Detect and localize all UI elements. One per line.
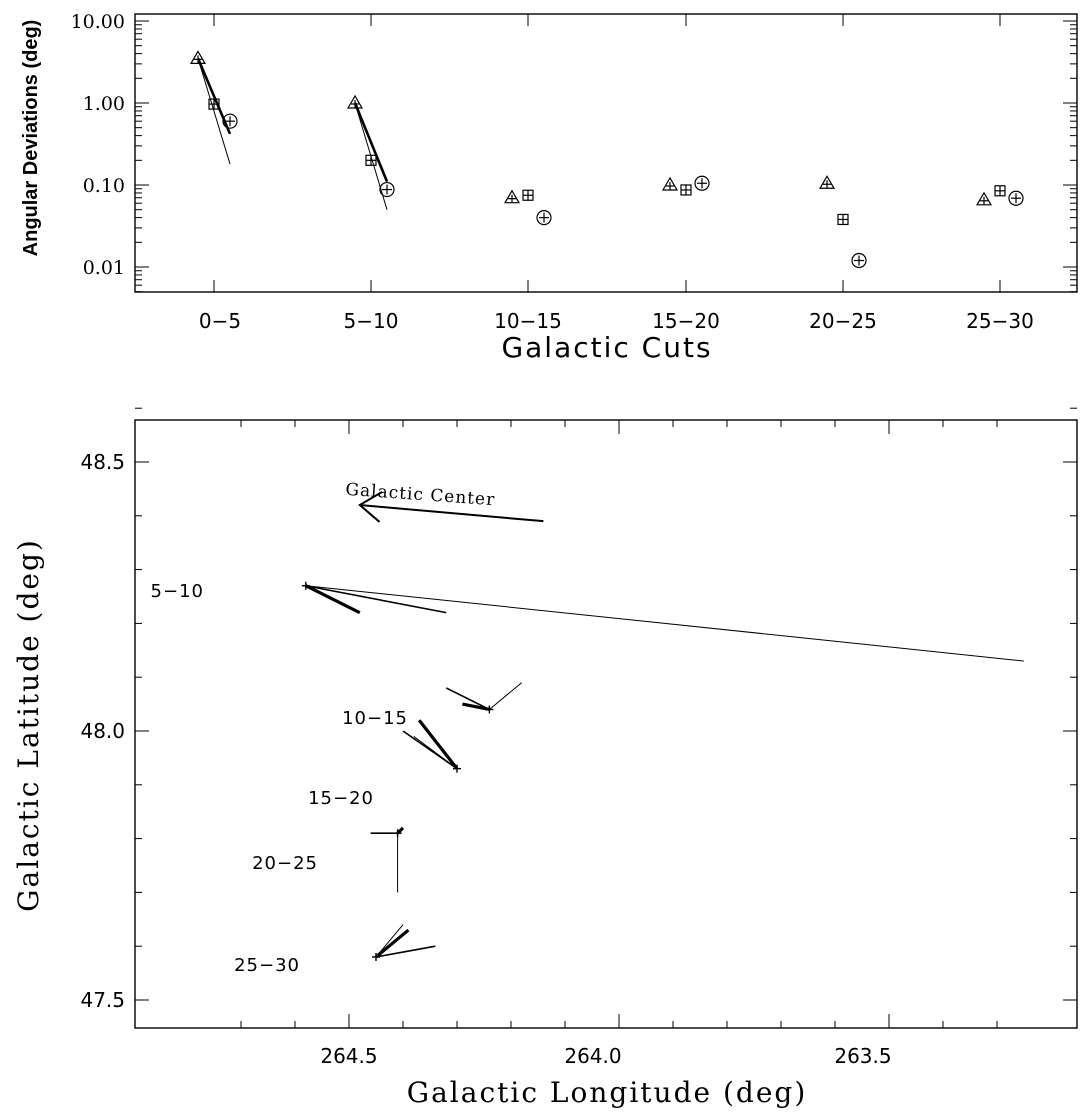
group-label: 15−20 — [308, 788, 374, 809]
top-ytick-label: 0.10 — [83, 175, 125, 197]
triangle-marker — [503, 189, 521, 204]
top-plot-frame — [134, 13, 1078, 293]
bottom-plot-frame — [134, 419, 1078, 1029]
top-panel: 10.00 1.00 0.10 0.01 0−5 5−10 10−15 15−2… — [20, 11, 1078, 364]
circle-shape — [222, 113, 238, 129]
top-xtick-label: 10−15 — [494, 309, 562, 333]
top-ytick-label: 0.01 — [83, 257, 125, 279]
vector-group — [370, 826, 405, 893]
group-label: 25−30 — [234, 955, 300, 976]
vector-group — [372, 924, 436, 961]
vector-group — [301, 581, 1025, 662]
top-ytick-label: 1.00 — [83, 93, 125, 115]
top-y-axis-title: Angular Deviations (deg) — [20, 20, 42, 257]
circle-shape — [379, 181, 395, 198]
circle-marker — [222, 113, 238, 129]
trend-line — [354, 102, 388, 210]
triangle-marker — [661, 176, 679, 191]
bottom-panel: 48.5 48.0 47.5 264.5 264.0 263.5 Galacti… — [12, 407, 1078, 1109]
top-ytick-label: 10.00 — [71, 11, 125, 33]
top-xtick-label: 25−30 — [966, 309, 1034, 333]
top-xtick-label: 15−20 — [652, 309, 720, 333]
thick-vector — [396, 826, 405, 835]
thick-vector — [462, 702, 490, 712]
square-marker — [994, 185, 1006, 197]
medium-vector — [375, 945, 436, 958]
bottom-xtick-label: 263.5 — [834, 1044, 891, 1068]
bottom-data-marks — [301, 490, 1025, 961]
top-data-marks — [189, 50, 1024, 269]
thin-vector — [305, 585, 1025, 662]
group-label: 10−15 — [342, 708, 408, 729]
triangle-marker — [818, 175, 836, 189]
bottom-ytick-label: 48.0 — [80, 719, 125, 743]
circle-shape — [536, 210, 552, 226]
bottom-xtick-label: 264.0 — [564, 1044, 621, 1068]
bottom-ytick-label: 48.5 — [80, 450, 125, 474]
bottom-y-axis-title: Galactic Latitude (deg) — [12, 538, 45, 912]
thin-vector — [413, 735, 458, 770]
bottom-x-axis-title: Galactic Longitude (deg) — [407, 1076, 808, 1109]
group-label: 20−25 — [252, 853, 318, 874]
thick-vector — [305, 584, 361, 615]
top-xtick-label: 20−25 — [809, 309, 877, 333]
bottom-xtick-label: 264.5 — [320, 1044, 377, 1068]
circle-shape — [851, 252, 867, 269]
group-label: 5−10 — [151, 581, 204, 602]
galactic-center-arrow — [358, 490, 544, 523]
top-x-axis-title: Galactic Cuts — [501, 331, 712, 364]
circle-marker — [536, 210, 552, 226]
triangle-marker — [975, 191, 993, 206]
trend-line — [353, 102, 389, 183]
medium-vector — [445, 687, 490, 711]
bottom-ytick-label: 47.5 — [80, 988, 125, 1012]
circle-marker — [851, 252, 867, 269]
circle-shape — [1008, 190, 1024, 206]
bottom-axis-ticks — [135, 407, 1077, 1028]
vector-group — [445, 682, 523, 714]
trend-line — [197, 58, 231, 165]
square-marker — [680, 184, 692, 196]
circle-marker — [694, 175, 710, 191]
medium-vector — [305, 584, 447, 614]
top-axis-ticks — [135, 14, 1077, 293]
trend-line — [196, 57, 232, 135]
circle-marker — [1008, 190, 1024, 206]
square-marker — [837, 213, 849, 226]
square-marker — [522, 189, 534, 201]
thin-vector — [489, 682, 523, 710]
circle-shape — [694, 175, 710, 191]
top-xtick-label: 5−10 — [344, 309, 399, 333]
vector-group — [402, 719, 461, 773]
thin-vector — [375, 924, 404, 958]
circle-marker — [379, 181, 395, 198]
arrow-shaft — [359, 504, 544, 523]
top-xtick-label: 0−5 — [199, 309, 241, 333]
thick-vector — [417, 719, 459, 770]
thick-vector — [374, 928, 410, 959]
arrow-head — [358, 490, 383, 523]
